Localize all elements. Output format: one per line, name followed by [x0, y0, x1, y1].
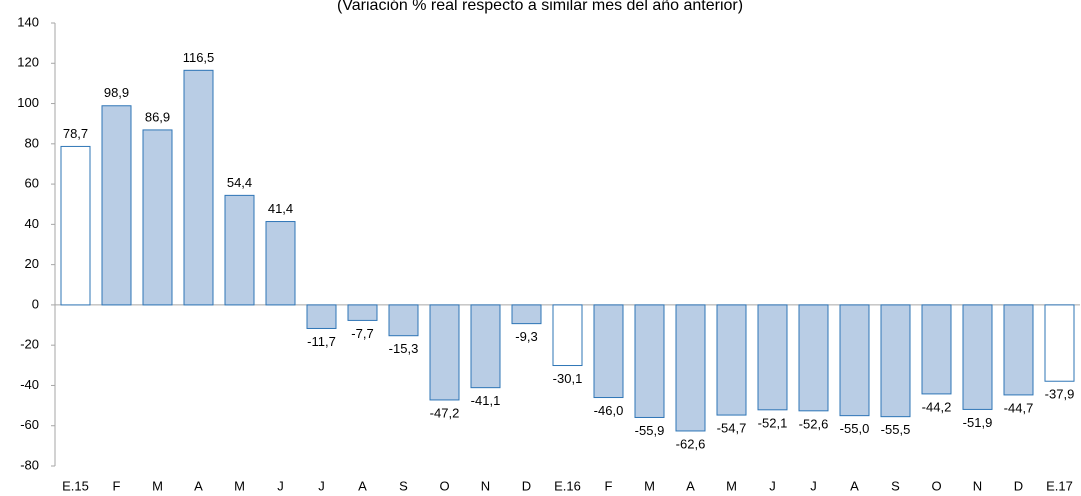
bar — [470, 304, 501, 389]
x-tick-label: A — [686, 478, 695, 493]
y-tick-label: 100 — [17, 95, 39, 110]
y-tick-label: 80 — [25, 135, 39, 150]
x-tick-label: N — [481, 478, 490, 493]
bar — [429, 304, 460, 401]
x-tick-label: M — [726, 478, 737, 493]
x-tick-label: O — [439, 478, 449, 493]
bar — [716, 304, 747, 416]
bar — [347, 304, 378, 321]
y-tick-label: 0 — [32, 296, 39, 311]
data-label: -30,1 — [553, 371, 583, 386]
data-label: -51,9 — [963, 415, 993, 430]
data-label: -41,1 — [471, 393, 501, 408]
y-tick-label: -20 — [20, 337, 39, 352]
x-tick-label: D — [522, 478, 531, 493]
bar — [839, 304, 870, 417]
y-tick-label: 120 — [17, 55, 39, 70]
bar — [757, 304, 788, 411]
data-label: 54,4 — [227, 175, 252, 190]
x-tick-label: E.17 — [1046, 478, 1073, 493]
bar — [593, 304, 624, 399]
x-tick-label: F — [605, 478, 613, 493]
data-label: -37,9 — [1045, 387, 1075, 402]
x-tick-label: A — [358, 478, 367, 493]
y-tick-label: -40 — [20, 377, 39, 392]
data-label: -47,2 — [430, 405, 460, 420]
x-tick-label: F — [113, 478, 121, 493]
x-tick-label: S — [891, 478, 900, 493]
y-tick-label: 40 — [25, 216, 39, 231]
bar — [60, 145, 91, 306]
x-tick-label: J — [769, 478, 776, 493]
data-label: 86,9 — [145, 109, 170, 124]
x-tick-label: O — [931, 478, 941, 493]
bar — [921, 304, 952, 395]
data-label: 41,4 — [268, 201, 293, 216]
data-label: -44,2 — [922, 399, 952, 414]
bar — [634, 304, 665, 418]
chart-subtitle: (Variación % real respecto a similar mes… — [337, 0, 743, 14]
bar — [388, 304, 419, 337]
data-label: -7,7 — [351, 326, 373, 341]
bar — [552, 304, 583, 367]
data-label: -52,1 — [758, 415, 788, 430]
x-tick-label: J — [318, 478, 325, 493]
x-tick-label: A — [850, 478, 859, 493]
data-label: -62,6 — [676, 436, 706, 451]
bar — [511, 304, 542, 325]
x-tick-label: N — [973, 478, 982, 493]
x-tick-label: M — [152, 478, 163, 493]
x-tick-label: M — [644, 478, 655, 493]
x-tick-label: S — [399, 478, 408, 493]
data-label: -46,0 — [594, 403, 624, 418]
bar — [880, 304, 911, 418]
x-tick-label: A — [194, 478, 203, 493]
data-label: 98,9 — [104, 85, 129, 100]
bar — [142, 129, 173, 306]
data-label: -9,3 — [515, 329, 537, 344]
y-tick-label: 140 — [17, 14, 39, 29]
bar — [265, 221, 296, 306]
y-tick-label: -80 — [20, 457, 39, 472]
y-tick-label: 20 — [25, 256, 39, 271]
bar — [183, 69, 214, 306]
x-tick-label: M — [234, 478, 245, 493]
bar — [1044, 304, 1075, 382]
data-label: -11,7 — [307, 334, 336, 349]
bar — [675, 304, 706, 432]
x-tick-label: D — [1014, 478, 1023, 493]
bar — [101, 105, 132, 306]
data-label: -55,5 — [881, 422, 911, 437]
x-tick-label: E.15 — [62, 478, 89, 493]
x-tick-label: J — [277, 478, 284, 493]
data-label: -55,0 — [840, 421, 870, 436]
data-label: -54,7 — [717, 420, 747, 435]
data-label: 78,7 — [63, 126, 88, 141]
data-label: -55,9 — [635, 423, 665, 438]
data-label: -52,6 — [799, 416, 829, 431]
bar — [798, 304, 829, 412]
bar — [306, 304, 337, 329]
data-label: 116,5 — [183, 50, 215, 65]
y-tick-label: -60 — [20, 417, 39, 432]
bar — [962, 304, 993, 410]
data-label: -44,7 — [1004, 400, 1034, 415]
y-tick-label: 60 — [25, 176, 39, 191]
data-label: -15,3 — [389, 341, 419, 356]
x-tick-label: J — [810, 478, 817, 493]
x-tick-label: E.16 — [554, 478, 581, 493]
bar — [1003, 304, 1034, 396]
bar — [224, 194, 255, 306]
